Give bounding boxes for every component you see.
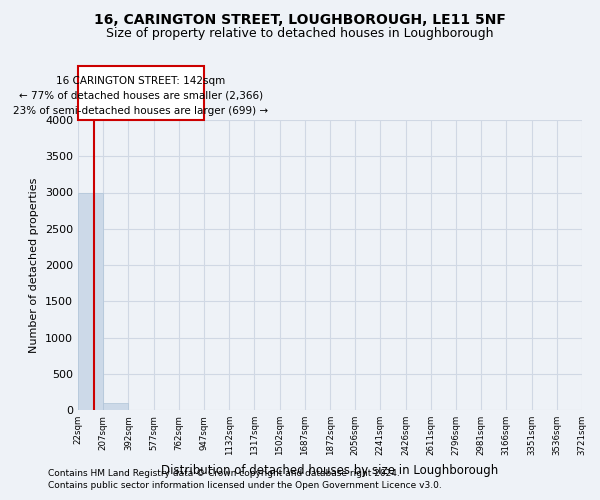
Text: Contains HM Land Registry data © Crown copyright and database right 2024.: Contains HM Land Registry data © Crown c… [48,468,400,477]
Text: ← 77% of detached houses are smaller (2,366): ← 77% of detached houses are smaller (2,… [19,91,263,101]
Bar [78,192,103,410]
Bar [103,403,128,410]
Y-axis label: Number of detached properties: Number of detached properties [29,178,40,352]
Text: 23% of semi-detached houses are larger (699) →: 23% of semi-detached houses are larger (… [13,106,269,116]
Text: 16, CARINGTON STREET, LOUGHBOROUGH, LE11 5NF: 16, CARINGTON STREET, LOUGHBOROUGH, LE11… [94,12,506,26]
X-axis label: Distribution of detached houses by size in Loughborough: Distribution of detached houses by size … [161,464,499,476]
FancyBboxPatch shape [78,66,204,120]
Text: Size of property relative to detached houses in Loughborough: Size of property relative to detached ho… [106,28,494,40]
Text: Contains public sector information licensed under the Open Government Licence v3: Contains public sector information licen… [48,481,442,490]
Text: 16 CARINGTON STREET: 142sqm: 16 CARINGTON STREET: 142sqm [56,76,226,86]
